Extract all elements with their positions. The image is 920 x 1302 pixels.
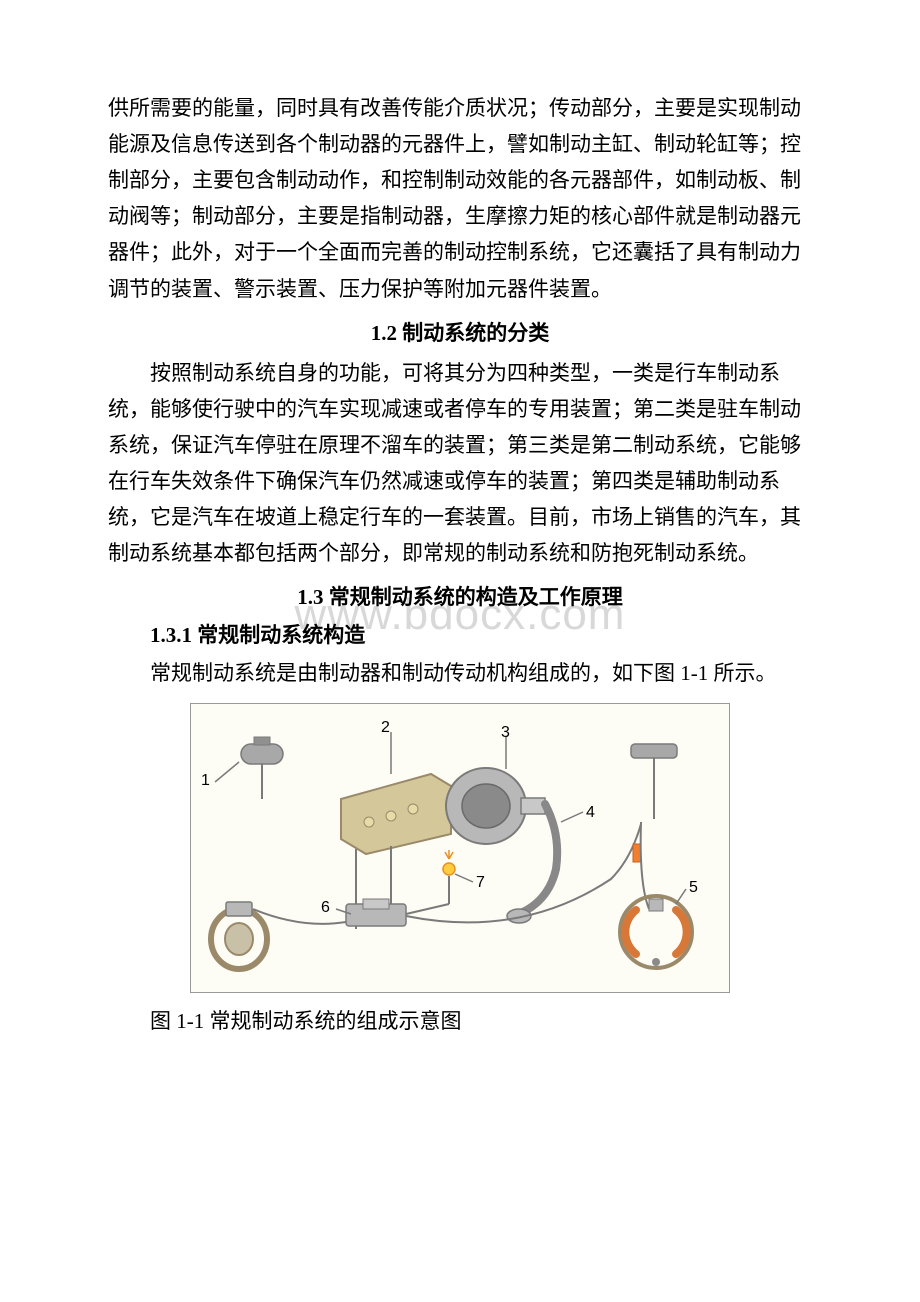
heading-1-2: 1.2 制动系统的分类 (108, 317, 812, 347)
figure-caption: 图 1-1 常规制动系统的组成示意图 (108, 1005, 812, 1035)
diagram-label-4: 4 (586, 804, 595, 822)
paragraph-3: 常规制动系统是由制动器和制动传动机构组成的，如下图 1-1 所示。 (108, 655, 812, 691)
proportioning-valve (336, 899, 406, 926)
brake-fluid-reservoir (241, 737, 283, 799)
diagram-label-7: 7 (476, 874, 485, 892)
paragraph-1: 供所需要的能量，同时具有改善传能介质状况；传动部分，主要是实现制动能源及信息传送… (108, 90, 812, 307)
diagram-label-6: 6 (321, 899, 330, 917)
paragraph-2: 按照制动系统自身的功能，可将其分为四种类型，一类是行车制动系统，能够使行驶中的汽… (108, 355, 812, 572)
heading-1-3: 1.3 常规制动系统的构造及工作原理 (108, 581, 812, 611)
rear-drum-brake (620, 889, 692, 968)
brake-booster (446, 736, 545, 844)
heading-1-3-1: 1.3.1 常规制动系统构造 (108, 619, 812, 649)
diagram-label-1: 1 (201, 772, 210, 790)
figure-container: 1 2 3 4 5 6 7 (108, 703, 812, 993)
diagram-svg (191, 704, 731, 994)
diagram-label-3: 3 (501, 724, 510, 742)
master-cylinder (341, 732, 451, 854)
diagram-label-2: 2 (381, 719, 390, 737)
diagram-label-5: 5 (689, 879, 698, 897)
brake-system-diagram: 1 2 3 4 5 6 7 (190, 703, 730, 993)
brake-warning-light (406, 850, 473, 914)
document-content: 供所需要的能量，同时具有改善传能介质状况；传动部分，主要是实现制动能源及信息传送… (108, 90, 812, 1035)
